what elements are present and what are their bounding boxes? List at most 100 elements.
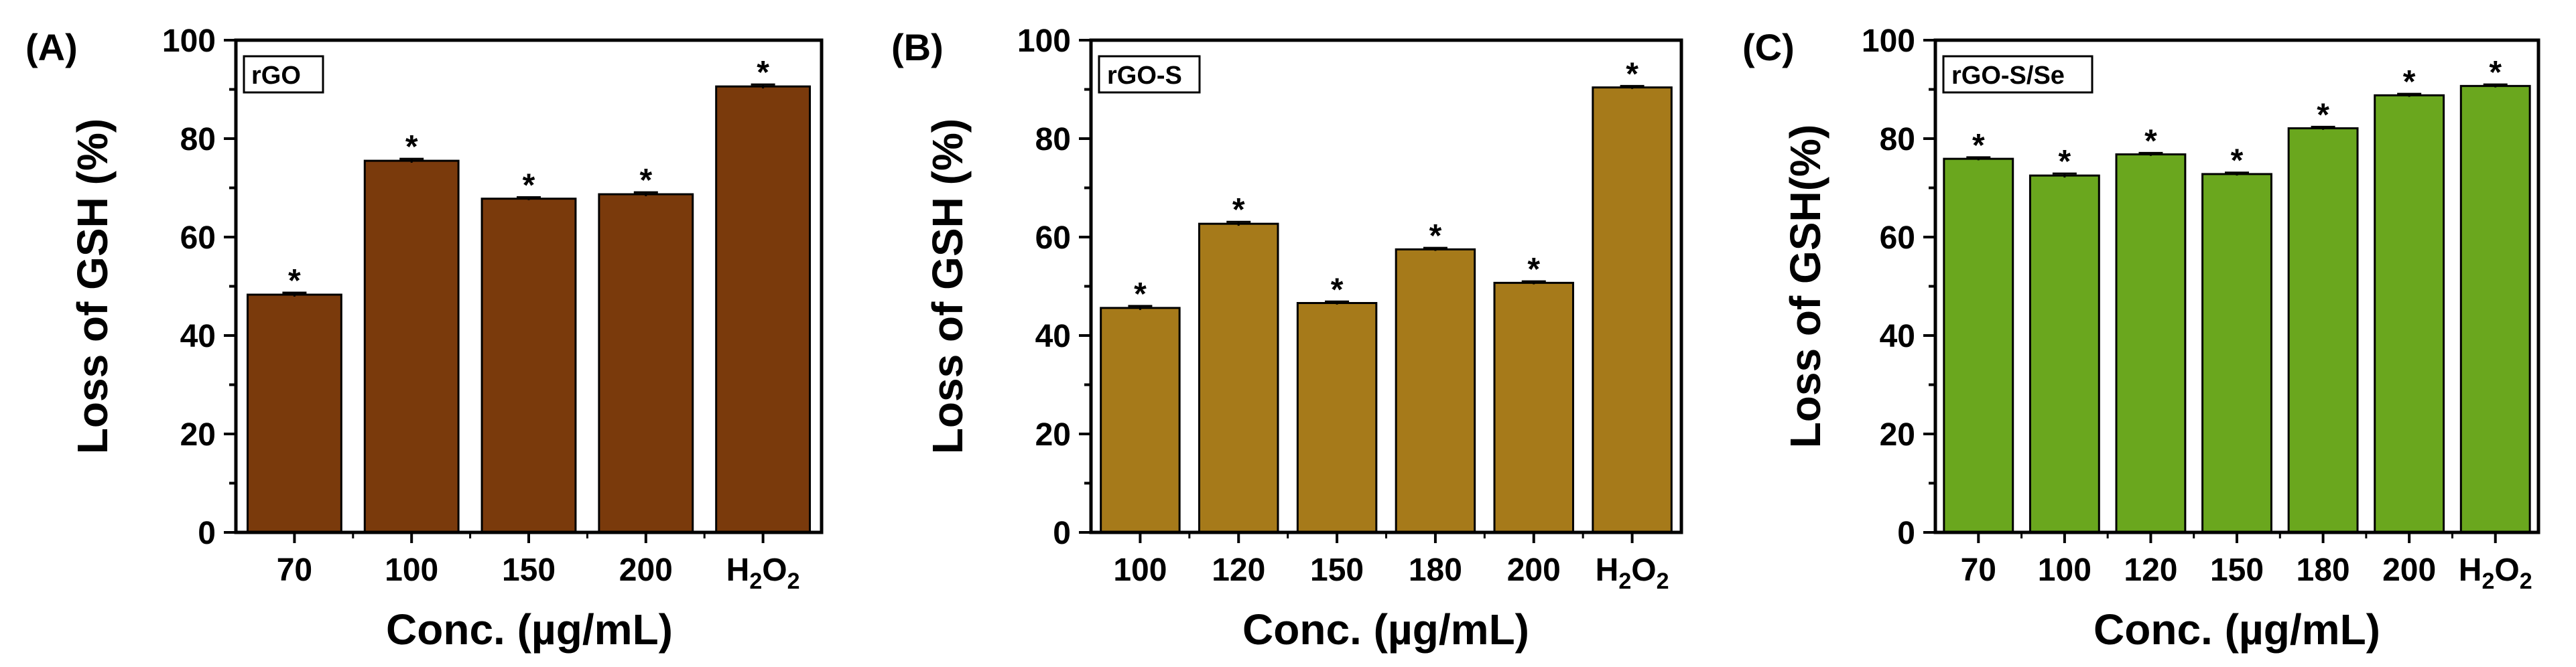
y-tick-label: 0	[1053, 516, 1071, 551]
x-axis-title: Conc. (µg/mL)	[2094, 605, 2380, 654]
panel-label: (C)	[1742, 26, 1795, 68]
y-axis-title: Loss of GSH(%)	[1781, 125, 1829, 449]
y-tick-label: 80	[1880, 122, 1915, 157]
x-tick-label-part: H	[2459, 552, 2482, 588]
legend-label: rGO	[251, 62, 301, 90]
y-tick-label: 20	[180, 417, 216, 453]
x-tick-label-part: H	[726, 552, 750, 588]
significance-marker: *	[2059, 144, 2071, 179]
bar	[1198, 222, 1279, 534]
x-tick-label-part: O	[1631, 552, 1656, 588]
bar	[2459, 84, 2531, 534]
x-tick-label: 100	[2038, 552, 2091, 588]
significance-marker: *	[1626, 56, 1638, 92]
legend-label: rGO-S/Se	[1951, 62, 2065, 90]
bar	[1493, 281, 1574, 534]
y-tick-label: 80	[180, 122, 216, 157]
y-tick-label: 20	[1880, 417, 1915, 453]
significance-marker: *	[2489, 55, 2502, 90]
x-tick-label: H2O2	[1596, 552, 1669, 594]
y-tick-label: 60	[180, 220, 216, 256]
y-tick-label: 0	[198, 516, 216, 551]
panel-label: (B)	[891, 26, 944, 68]
x-axis-title: Conc. (µg/mL)	[386, 605, 673, 654]
x-tick-label: 120	[1212, 552, 1265, 588]
x-tick-label: 180	[2297, 552, 2350, 588]
bar	[480, 198, 577, 534]
y-tick-label: 0	[1897, 516, 1915, 551]
y-tick-label: 40	[1880, 319, 1915, 354]
x-tick-label: 70	[277, 552, 312, 588]
bar	[2374, 94, 2445, 534]
bar	[1100, 307, 1181, 534]
x-tick-label-subscript: 2	[2482, 569, 2494, 594]
x-tick-label: H2O2	[2459, 552, 2532, 594]
significance-marker: *	[1331, 272, 1344, 307]
x-tick-label-part: O	[2494, 552, 2519, 588]
significance-marker: *	[2144, 123, 2157, 159]
significance-marker: *	[1134, 277, 1147, 312]
x-tick-label-subscript: 2	[2520, 569, 2532, 594]
x-tick-label-subscript: 2	[1657, 569, 1669, 594]
x-tick-label: 200	[1507, 552, 1561, 588]
y-tick-label: 100	[162, 23, 216, 59]
panel-label: (A)	[25, 26, 78, 68]
legend-box	[1098, 55, 1201, 94]
x-tick-label: 120	[2124, 552, 2177, 588]
significance-marker: *	[2317, 97, 2329, 133]
significance-marker: *	[2231, 143, 2244, 179]
significance-marker: *	[288, 263, 301, 299]
significance-marker: *	[405, 129, 418, 165]
bar	[2115, 153, 2187, 534]
bar	[1296, 301, 1378, 534]
x-tick-label: 100	[1113, 552, 1167, 588]
bar	[598, 193, 694, 534]
x-tick-label: 150	[1310, 552, 1364, 588]
legend-box	[243, 55, 324, 94]
bar	[246, 293, 342, 534]
significance-marker: *	[2403, 64, 2416, 100]
bar	[1395, 248, 1476, 534]
x-tick-label: 100	[385, 552, 438, 588]
significance-marker: *	[1232, 192, 1245, 228]
x-tick-label: 200	[2382, 552, 2436, 588]
y-tick-label: 20	[1035, 417, 1071, 453]
x-axis-title: Conc. (µg/mL)	[1242, 605, 1529, 654]
x-tick-label: 70	[1961, 552, 1996, 588]
x-tick-label-part: H	[1596, 552, 1619, 588]
x-tick-label-part: O	[762, 552, 787, 588]
significance-marker: *	[757, 55, 769, 90]
y-axis-title: Loss of GSH (%)	[923, 119, 972, 454]
x-tick-label: 150	[502, 552, 556, 588]
significance-marker: *	[1429, 218, 1442, 254]
bar	[363, 159, 460, 534]
bar	[2201, 173, 2272, 534]
significance-marker: *	[523, 167, 535, 203]
x-tick-label: 150	[2210, 552, 2264, 588]
significance-marker: *	[639, 163, 652, 198]
x-tick-label-subscript: 2	[749, 569, 762, 594]
y-tick-label: 40	[180, 319, 216, 354]
y-tick-label: 60	[1880, 220, 1915, 256]
bar	[1943, 157, 2014, 534]
bar	[1592, 86, 1673, 534]
y-tick-label: 100	[1862, 23, 1915, 59]
significance-marker: *	[1527, 252, 1540, 287]
x-tick-label: 200	[619, 552, 673, 588]
x-tick-label-subscript: 2	[787, 569, 800, 594]
y-tick-label: 80	[1035, 122, 1071, 157]
bar	[715, 85, 812, 534]
y-axis-title: Loss of GSH (%)	[68, 119, 117, 454]
significance-marker: *	[1972, 128, 1985, 163]
y-tick-label: 100	[1017, 23, 1071, 59]
x-tick-label-subscript: 2	[1618, 569, 1631, 594]
x-tick-label: 180	[1409, 552, 1462, 588]
y-tick-label: 60	[1035, 220, 1071, 256]
y-tick-label: 40	[1035, 319, 1071, 354]
bar	[2028, 174, 2100, 534]
legend-box	[1942, 55, 2094, 94]
legend-label: rGO-S	[1107, 62, 1182, 90]
